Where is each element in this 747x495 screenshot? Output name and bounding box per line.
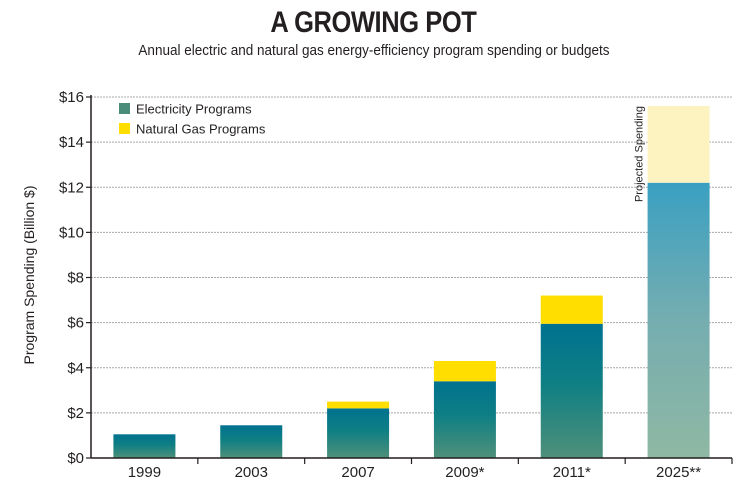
bar-natural-gas-2007	[327, 401, 390, 409]
legend-swatch-natural-gas	[119, 123, 130, 134]
y-axis-title: Program Spending (Billion $)	[21, 186, 37, 365]
projected-spending-annotation: Projected Spending	[634, 106, 646, 202]
chart-title: A GROWING POT	[270, 6, 477, 39]
x-tick-label: 2025**	[656, 464, 701, 481]
axes	[86, 95, 733, 464]
x-tick-label: 2007	[341, 464, 374, 481]
bar-electricity-2011	[540, 323, 603, 458]
labels: $0 $2 $4 $6 $8 $10 $12 $14 $16 Program Spending (…	[21, 89, 701, 481]
bar-electricity-1999	[113, 434, 176, 458]
legend: Electricity Programs Natural Gas Programs	[119, 102, 266, 137]
y-tick-label: $14	[59, 134, 84, 151]
y-tick-label: $10	[59, 224, 84, 241]
y-tick-label: $6	[67, 315, 84, 332]
y-tick-label: $2	[67, 405, 84, 422]
y-tick-label: $0	[67, 450, 84, 467]
bar-electricity-2007	[327, 408, 390, 458]
y-tick-label: $8	[67, 270, 84, 287]
bars	[113, 106, 710, 459]
grid-lines	[91, 96, 732, 414]
chart-subtitle: Annual electric and natural gas energy-e…	[138, 42, 610, 59]
bar-natural-gas-2025	[647, 106, 710, 183]
legend-swatch-electricity	[119, 103, 130, 114]
legend-label-natural-gas: Natural Gas Programs	[136, 122, 266, 137]
bar-electricity-2025	[647, 182, 710, 459]
bar-natural-gas-2011	[540, 295, 603, 324]
y-tick-label: $4	[67, 360, 84, 377]
bar-electricity-2003	[220, 425, 283, 458]
x-tick-label: 2009*	[445, 464, 484, 481]
x-tick-label: 2003	[235, 464, 268, 481]
x-tick-label: 1999	[128, 464, 161, 481]
bar-natural-gas-2009	[433, 360, 496, 382]
bar-electricity-2009	[433, 381, 496, 458]
y-tick-label: $12	[59, 179, 84, 196]
x-tick-label: 2011*	[553, 464, 591, 481]
y-tick-label: $16	[59, 89, 84, 106]
legend-label-electricity: Electricity Programs	[136, 102, 252, 117]
